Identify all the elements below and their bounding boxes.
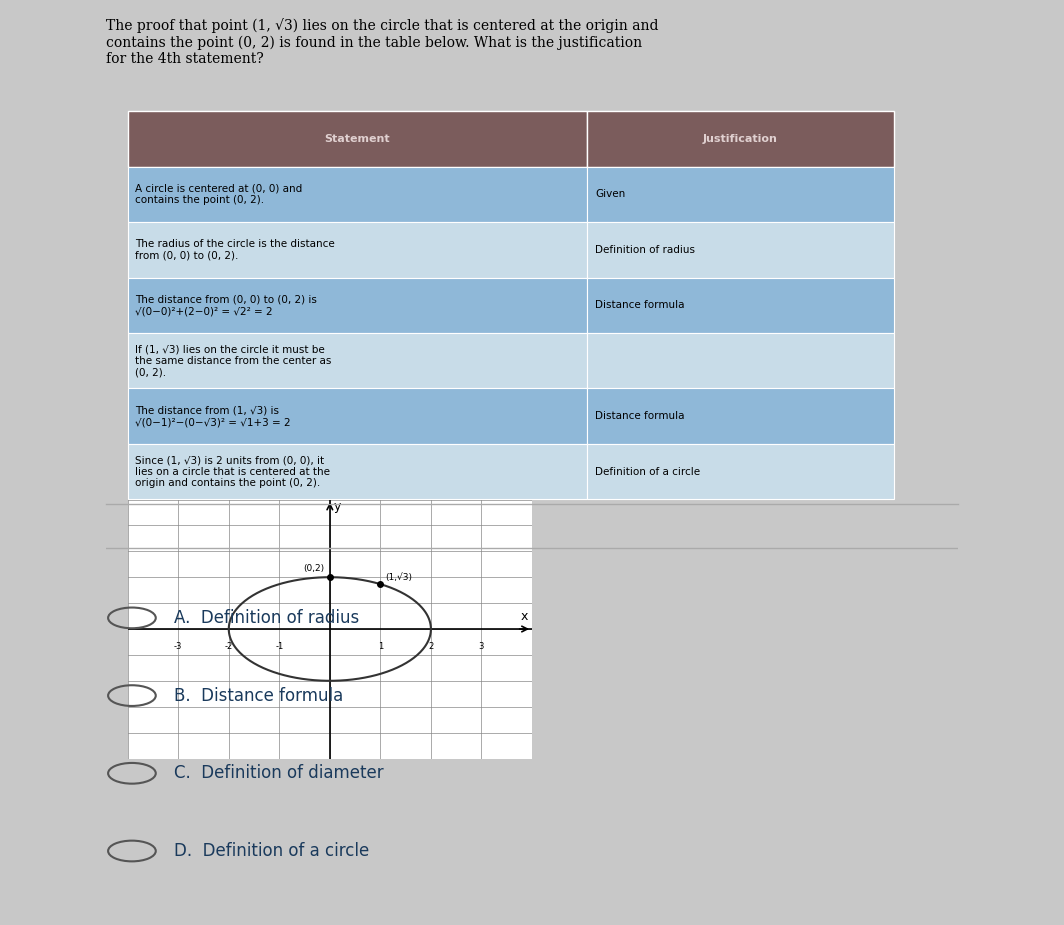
Text: If (1, √3) lies on the circle it must be
the same distance from the center as
(0: If (1, √3) lies on the circle it must be… — [135, 344, 332, 377]
Text: Distance formula: Distance formula — [595, 301, 684, 310]
Text: Distance formula: Distance formula — [595, 412, 684, 421]
FancyBboxPatch shape — [587, 388, 894, 444]
FancyBboxPatch shape — [587, 222, 894, 278]
FancyBboxPatch shape — [587, 278, 894, 333]
Text: A.  Definition of radius: A. Definition of radius — [174, 609, 360, 627]
Text: The distance from (1, √3) is
√(0−1)²−(0−√3)² = √1+3 = 2: The distance from (1, √3) is √(0−1)²−(0−… — [135, 405, 290, 427]
FancyBboxPatch shape — [587, 166, 894, 222]
Text: B.  Distance formula: B. Distance formula — [174, 686, 344, 705]
Text: C.  Definition of diameter: C. Definition of diameter — [174, 764, 384, 783]
FancyBboxPatch shape — [587, 333, 894, 388]
FancyBboxPatch shape — [128, 222, 587, 278]
Text: x: x — [520, 610, 528, 623]
Text: D.  Definition of a circle: D. Definition of a circle — [174, 842, 370, 860]
FancyBboxPatch shape — [128, 166, 587, 222]
FancyBboxPatch shape — [128, 444, 587, 500]
FancyBboxPatch shape — [587, 111, 894, 166]
FancyBboxPatch shape — [128, 111, 587, 166]
Text: The proof that point (1, √3) lies on the circle that is centered at the origin a: The proof that point (1, √3) lies on the… — [106, 18, 659, 66]
FancyBboxPatch shape — [128, 333, 587, 388]
Text: -1: -1 — [276, 642, 283, 651]
Text: y: y — [334, 500, 342, 512]
FancyBboxPatch shape — [128, 388, 587, 444]
Text: Definition of a circle: Definition of a circle — [595, 467, 700, 476]
Text: A circle is centered at (0, 0) and
contains the point (0, 2).: A circle is centered at (0, 0) and conta… — [135, 183, 302, 205]
Text: Definition of radius: Definition of radius — [595, 245, 695, 254]
Text: Statement: Statement — [325, 134, 390, 143]
Text: The radius of the circle is the distance
from (0, 0) to (0, 2).: The radius of the circle is the distance… — [135, 239, 335, 261]
FancyBboxPatch shape — [128, 278, 587, 333]
Text: Justification: Justification — [703, 134, 778, 143]
Text: The distance from (0, 0) to (0, 2) is
√(0−0)²+(2−0)² = √2² = 2: The distance from (0, 0) to (0, 2) is √(… — [135, 294, 317, 316]
Text: (1,√3): (1,√3) — [385, 573, 413, 582]
FancyBboxPatch shape — [587, 444, 894, 500]
Text: Since (1, √3) is 2 units from (0, 0), it
lies on a circle that is centered at th: Since (1, √3) is 2 units from (0, 0), it… — [135, 455, 330, 488]
Text: -3: -3 — [174, 642, 182, 651]
Text: Given: Given — [595, 190, 626, 199]
Text: 1: 1 — [378, 642, 383, 651]
Text: 3: 3 — [479, 642, 484, 651]
Text: -2: -2 — [225, 642, 233, 651]
Text: (0,2): (0,2) — [303, 564, 325, 574]
Text: 2: 2 — [429, 642, 433, 651]
